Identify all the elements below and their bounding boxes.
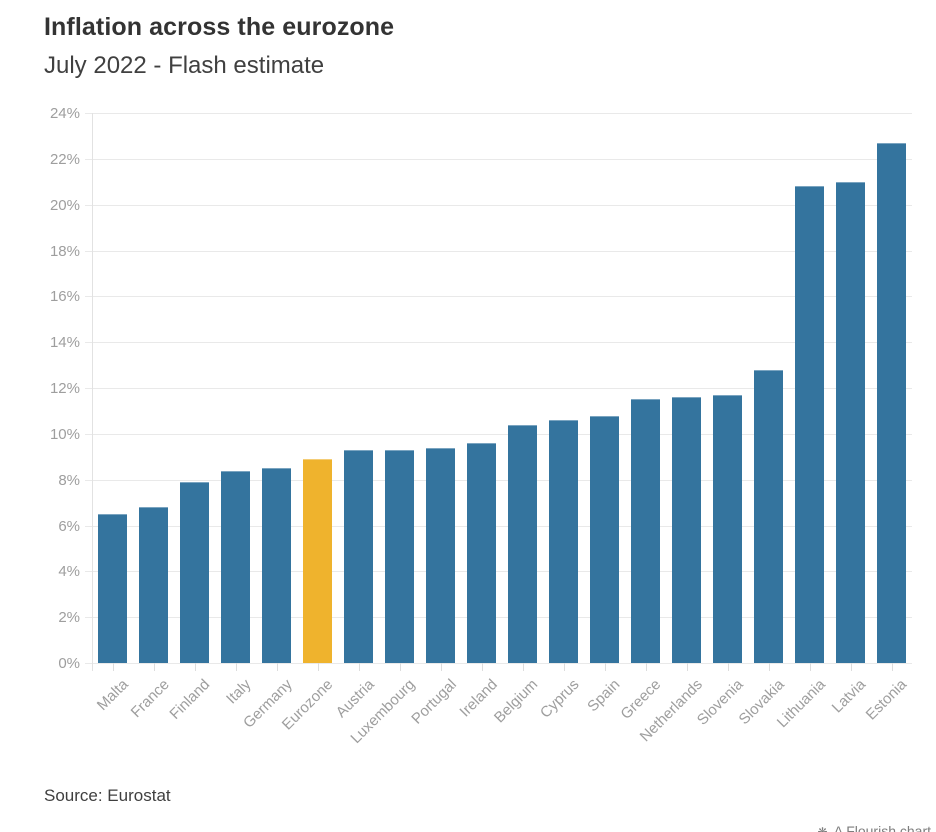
x-tick-luxembourg (399, 663, 401, 671)
y-tick-label-24%: 24% (49, 105, 80, 122)
x-tick-spain (604, 663, 606, 671)
y-axis-line (92, 113, 93, 671)
y-tick-label-22%: 22% (49, 150, 80, 168)
bar-lithuania[interactable] (795, 186, 824, 663)
bar-malta[interactable] (98, 514, 127, 663)
bar-italy[interactable] (221, 470, 250, 663)
gridline-18% (85, 250, 912, 252)
y-tick-label-8%: 8% (58, 471, 80, 489)
gridline-2% (85, 617, 912, 619)
x-tick-france (153, 663, 155, 671)
x-tick-italy (235, 663, 237, 671)
x-tick-eurozone (317, 663, 319, 671)
x-label-finland: Finland (166, 676, 214, 723)
x-tick-lithuania (809, 663, 811, 671)
x-tick-slovakia (768, 663, 770, 671)
gridline-0% (85, 663, 912, 664)
gridline-12% (85, 388, 912, 389)
x-label-estonia: Estonia (863, 676, 911, 724)
bar-france[interactable] (139, 507, 168, 663)
x-tick-malta (112, 663, 114, 671)
bar-netherlands[interactable] (672, 397, 701, 663)
bar-latvia[interactable] (836, 181, 865, 663)
x-tick-finland (194, 663, 196, 671)
x-label-portugal: Portugal (407, 676, 460, 728)
bar-eurozone[interactable] (303, 459, 332, 663)
flourish-watermark[interactable]: ❋ A Flourish chart (818, 823, 931, 832)
bar-estonia[interactable] (877, 142, 906, 663)
gridline-4% (85, 571, 912, 573)
bar-slovenia[interactable] (713, 394, 742, 663)
y-tick-label-4%: 4% (58, 563, 80, 581)
x-tick-germany (276, 663, 278, 671)
flourish-logo-icon: ❋ (817, 825, 828, 832)
gridline-22% (85, 158, 912, 160)
y-tick-label-10%: 10% (49, 425, 80, 443)
y-tick-label-20%: 20% (49, 196, 80, 214)
y-tick-label-16%: 16% (49, 288, 80, 306)
x-label-belgium: Belgium (491, 676, 542, 727)
x-tick-belgium (522, 663, 524, 671)
bar-portugal[interactable] (426, 447, 455, 663)
x-label-cyprus: Cyprus (536, 676, 583, 722)
gridline-20% (85, 204, 912, 206)
x-tick-greece (645, 663, 647, 671)
x-label-france: France (127, 676, 173, 722)
gridline-16% (85, 296, 912, 298)
gridline-8% (85, 479, 912, 481)
y-tick-label-14%: 14% (49, 334, 80, 352)
x-tick-estonia (891, 663, 893, 671)
chart-title: Inflation across the eurozone (44, 13, 395, 41)
x-tick-austria (358, 663, 360, 671)
gridline-6% (85, 525, 912, 527)
bar-ireland[interactable] (467, 443, 496, 663)
bar-luxembourg[interactable] (385, 449, 414, 663)
chart-subtitle: July 2022 - Flash estimate (44, 52, 325, 79)
source-note: Source: Eurostat (44, 786, 171, 805)
bar-slovakia[interactable] (754, 369, 783, 663)
x-tick-ireland (481, 663, 483, 671)
y-tick-label-18%: 18% (49, 242, 80, 260)
y-tick-label-6%: 6% (58, 517, 80, 535)
bar-greece[interactable] (631, 399, 660, 663)
x-tick-portugal (440, 663, 442, 671)
gridline-14% (85, 342, 912, 344)
x-label-italy: Italy (223, 676, 255, 708)
gridline-24% (85, 113, 912, 114)
bar-austria[interactable] (344, 449, 373, 663)
y-tick-label-12%: 12% (49, 380, 80, 397)
bar-belgium[interactable] (508, 424, 537, 663)
bar-cyprus[interactable] (549, 420, 578, 663)
bar-germany[interactable] (262, 468, 291, 663)
x-label-malta: Malta (93, 676, 132, 714)
x-tick-cyprus (563, 663, 565, 671)
flourish-watermark-label: A Flourish chart (833, 823, 931, 832)
x-tick-latvia (850, 663, 852, 671)
bar-spain[interactable] (590, 415, 619, 663)
y-tick-label-2%: 2% (58, 609, 80, 627)
x-tick-slovenia (727, 663, 729, 671)
bar-finland[interactable] (180, 481, 209, 663)
y-tick-label-0%: 0% (58, 655, 80, 672)
x-tick-netherlands (686, 663, 688, 671)
gridline-10% (85, 433, 912, 435)
